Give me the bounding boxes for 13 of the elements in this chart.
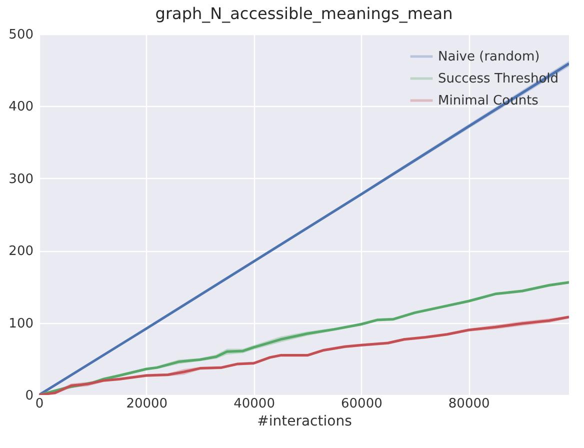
x-axis-title: #interactions <box>257 414 352 430</box>
x-tick-label: 20000 <box>126 396 168 412</box>
y-tick-label: 500 <box>8 28 34 42</box>
legend-label: Naive (random) <box>438 50 540 64</box>
y-tick-label: 200 <box>8 244 34 260</box>
y-tick-label: 100 <box>8 316 34 332</box>
y-tick-label: 300 <box>8 172 34 187</box>
x-tick-label: 80000 <box>448 396 490 412</box>
x-tick-label: 40000 <box>234 396 275 412</box>
x-tick-label: 60000 <box>341 396 382 412</box>
chart-title: graph_N_accessible_meanings_mean <box>155 4 453 23</box>
y-tick-label: 400 <box>8 100 34 115</box>
x-tick-label: 0 <box>35 396 44 412</box>
